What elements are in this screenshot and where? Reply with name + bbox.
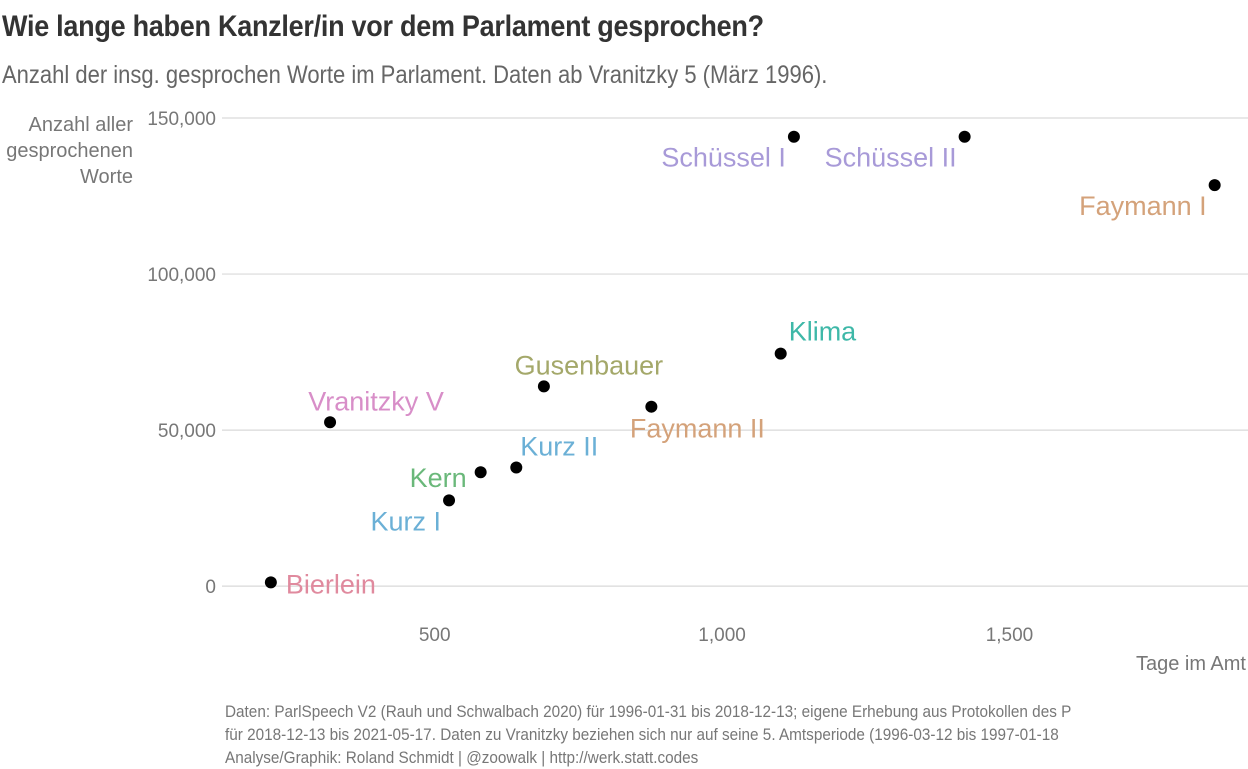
chart-caption: Daten: ParlSpeech V2 (Rauh und Schwalbac… [225, 700, 1071, 769]
data-point [774, 347, 787, 360]
chart-subtitle: Anzahl der insg. gesprochen Worte im Par… [2, 61, 828, 89]
point-label: Vranitzky V [308, 386, 444, 416]
x-axis-label: Tage im Amt [1136, 653, 1246, 675]
point-label: Kern [410, 463, 467, 493]
caption-line-2: für 2018-12-13 bis 2021-05-17. Daten zu … [225, 725, 1059, 744]
x-tick-label: 1,500 [986, 625, 1034, 646]
data-point [958, 130, 971, 143]
y-tick-label: 0 [205, 577, 216, 598]
point-label: Kurz II [520, 432, 598, 462]
y-axis-label-line: gesprochenen [6, 140, 133, 162]
point-label: Klima [789, 317, 857, 347]
caption-line-3: Analyse/Graphik: Roland Schmidt | @zoowa… [225, 748, 699, 767]
caption-line-1: Daten: ParlSpeech V2 (Rauh und Schwalbac… [225, 702, 1072, 721]
data-point [510, 461, 523, 474]
point-label: Faymann I [1079, 191, 1207, 221]
data-point [443, 494, 456, 507]
data-point [1208, 179, 1221, 192]
point-label: Bierlein [286, 569, 376, 599]
y-tick-label: 150,000 [147, 109, 216, 130]
data-point [324, 416, 337, 429]
data-point [474, 466, 487, 479]
x-tick-label: 500 [419, 625, 451, 646]
point-label: Schüssel I [661, 143, 786, 173]
x-tick-label: 1,000 [698, 625, 746, 646]
y-tick-label: 50,000 [158, 421, 216, 442]
point-label: Kurz I [371, 506, 442, 536]
data-point [264, 576, 277, 589]
chart-title: Wie lange haben Kanzler/in vor dem Parla… [2, 10, 764, 43]
data-point [537, 380, 550, 393]
y-tick-label: 100,000 [147, 265, 216, 286]
data-point [787, 130, 800, 143]
y-axis-label-line: Anzahl aller [28, 114, 133, 136]
point-label: Faymann II [630, 414, 765, 444]
point-label: Gusenbauer [515, 350, 664, 380]
point-label: Schüssel II [825, 143, 957, 173]
y-axis-label-line: Worte [80, 166, 133, 188]
scatter-chart: 0 50,000 100,000 150,000 500 1,000 1,500 Tage i… [6, 109, 1248, 675]
data-point [645, 400, 658, 413]
